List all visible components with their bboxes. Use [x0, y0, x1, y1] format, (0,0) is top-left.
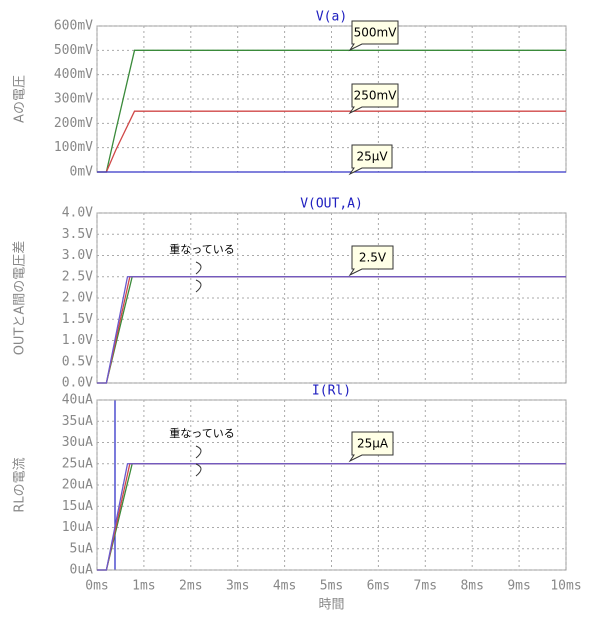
callout-text: 25µA	[357, 437, 389, 451]
y-tick-label: 0mV	[70, 165, 94, 180]
y-tick-label: 300mV	[54, 92, 93, 107]
x-tick-label: 8ms	[460, 579, 483, 594]
y-tick-label: 10uA	[62, 520, 93, 535]
callout-box	[348, 431, 394, 463]
x-tick-label: 10ms	[550, 579, 581, 594]
callout-box	[348, 83, 399, 115]
y-tick-label: 3.5V	[62, 227, 93, 242]
note-arrow	[195, 463, 202, 477]
chart-title: V(OUT,A)	[300, 197, 363, 212]
y-axis-label: RLの電流	[13, 457, 28, 512]
callout-box	[348, 144, 393, 176]
y-tick-label: 2.0V	[62, 291, 93, 306]
line	[97, 463, 566, 571]
y-tick-label: 1.0V	[62, 333, 93, 348]
y-tick-label: 400mV	[54, 67, 93, 82]
callout-text: 25µV	[356, 150, 388, 164]
y-tick-label: 35uA	[62, 414, 93, 429]
x-tick-label: 0ms	[85, 579, 108, 594]
note-text: 重なっている	[169, 242, 234, 256]
x-tick-label: 6ms	[367, 579, 390, 594]
y-tick-label: 40uA	[62, 393, 93, 408]
x-tick-label: 7ms	[414, 579, 437, 594]
callout-box	[348, 20, 399, 52]
note-arrow	[195, 445, 202, 459]
y-axis-label: OUTとA間の電圧差	[13, 241, 28, 356]
callout-text: 250mV	[354, 89, 398, 103]
x-tick-label: 1ms	[132, 579, 155, 594]
y-tick-label: 0.5V	[62, 354, 93, 369]
y-tick-label: 20uA	[62, 478, 93, 493]
x-tick-label: 4ms	[273, 579, 296, 594]
x-tick-label: 9ms	[507, 579, 530, 594]
x-axis-label: 時間	[318, 598, 344, 613]
y-tick-label: 0uA	[70, 563, 94, 578]
chart-title: V(a)	[316, 10, 347, 25]
line	[97, 276, 566, 384]
y-tick-label: 0.0V	[62, 376, 93, 391]
y-tick-label: 500mV	[54, 43, 93, 58]
note-arrow	[195, 261, 202, 275]
y-axis-label: Aの電圧	[13, 75, 28, 123]
note-text: 重なっている	[169, 426, 234, 440]
y-tick-label: 600mV	[54, 19, 93, 34]
note-arrow	[195, 279, 202, 293]
y-tick-label: 100mV	[54, 140, 93, 155]
x-tick-label: 5ms	[320, 579, 343, 594]
y-tick-label: 30uA	[62, 435, 93, 450]
y-tick-label: 4.0V	[62, 206, 93, 221]
y-tick-label: 200mV	[54, 116, 93, 131]
y-tick-label: 1.5V	[62, 312, 93, 327]
x-tick-label: 3ms	[226, 579, 249, 594]
y-tick-label: 25uA	[62, 456, 93, 471]
callout-text: 500mV	[354, 26, 398, 40]
y-tick-label: 3.0V	[62, 248, 93, 263]
y-tick-label: 15uA	[62, 499, 93, 514]
chart-title: I(Rl)	[312, 384, 351, 399]
y-tick-label: 5uA	[70, 541, 94, 556]
callout-box	[348, 245, 394, 277]
y-tick-label: 2.5V	[62, 269, 93, 284]
callout-text: 2.5V	[359, 251, 387, 265]
x-tick-label: 2ms	[179, 579, 202, 594]
